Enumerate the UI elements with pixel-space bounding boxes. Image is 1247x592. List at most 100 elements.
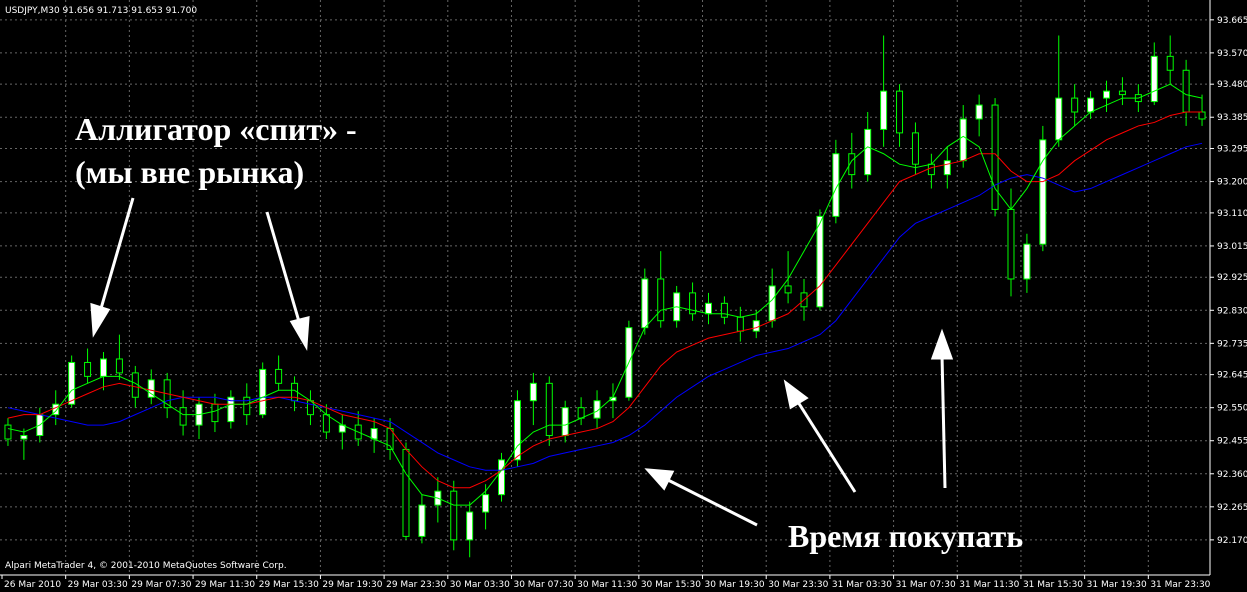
y-tick-label: 92.170 xyxy=(1217,536,1247,546)
footer: Alpari MetaTrader 4, © 2001-2010 MetaQuo… xyxy=(5,561,287,571)
x-tick-label: 29 Mar 23:30 xyxy=(386,580,446,590)
candle-body xyxy=(275,368,283,384)
x-tick-label: 29 Mar 07:30 xyxy=(131,580,191,590)
annotation: Аллигатор «спит» - xyxy=(75,111,357,147)
y-tick-label: 92.645 xyxy=(1217,371,1247,381)
candle-body xyxy=(1198,111,1206,120)
y-tick-label: 92.925 xyxy=(1217,273,1247,283)
candle-body xyxy=(1150,55,1158,103)
candle-body xyxy=(482,494,490,513)
candle-body xyxy=(1182,69,1190,113)
candle-body xyxy=(959,118,967,162)
marks xyxy=(4,35,1206,558)
y-tick-label: 93.385 xyxy=(1217,113,1247,123)
candle-body xyxy=(864,128,872,176)
y-tick-label: 92.360 xyxy=(1217,470,1247,480)
y-tick-label: 93.015 xyxy=(1217,242,1247,252)
candle-body xyxy=(418,504,426,537)
alligator-line xyxy=(7,111,1203,489)
candle-body xyxy=(1118,90,1126,96)
y-tick-label: 93.200 xyxy=(1217,178,1247,188)
candle-body xyxy=(752,320,760,332)
alligator-line xyxy=(7,142,1203,471)
candle-body xyxy=(1071,97,1079,113)
arrow xyxy=(796,401,857,493)
candle-body xyxy=(227,396,235,423)
candle-body xyxy=(68,361,76,405)
candle-body xyxy=(1166,55,1174,71)
x-tick-label: 31 Mar 03:30 xyxy=(832,580,892,590)
x-tick-label: 30 Mar 07:30 xyxy=(513,580,573,590)
y-tick-label: 93.665 xyxy=(1217,16,1247,26)
alligator-line xyxy=(7,83,1203,506)
y-tick-label: 93.110 xyxy=(1217,209,1247,219)
x-tick-label: 26 Mar 2010 xyxy=(4,580,61,590)
arrows xyxy=(90,197,954,527)
candle-body xyxy=(179,407,187,426)
arrow xyxy=(98,197,135,313)
x-tick-label: 31 Mar 11:30 xyxy=(959,580,1019,590)
candle-body xyxy=(784,285,792,294)
x-tick-label: 30 Mar 03:30 xyxy=(450,580,510,590)
x-tick-label: 30 Mar 19:30 xyxy=(705,580,765,590)
x-tick-label: 31 Mar 07:30 xyxy=(896,580,956,590)
candle-body xyxy=(513,400,521,461)
x-tick-label: 31 Mar 23:30 xyxy=(1150,580,1210,590)
candle-body xyxy=(1087,97,1095,113)
x-tick-label: 29 Mar 11:30 xyxy=(195,580,255,590)
x-tick-label: 30 Mar 15:30 xyxy=(641,580,701,590)
candle-body xyxy=(259,368,267,416)
candle-body xyxy=(975,104,983,120)
candle-body xyxy=(498,459,506,496)
candle-body xyxy=(736,316,744,332)
candle-body xyxy=(1023,243,1031,280)
arrow-head xyxy=(90,302,111,338)
candle-body xyxy=(370,428,378,440)
x-tick-label: 30 Mar 23:30 xyxy=(768,580,828,590)
candle-body xyxy=(704,302,712,315)
candle-body xyxy=(593,400,601,419)
candle-body xyxy=(561,407,569,437)
candle-body xyxy=(4,424,12,440)
candle-body xyxy=(911,132,919,165)
chart-title: USDJPY,M30 91.656 91.713 91.653 91.700 xyxy=(5,6,197,16)
x-tick-label: 31 Mar 19:30 xyxy=(1087,580,1147,590)
candle-body xyxy=(20,435,28,440)
y-tick-label: 93.570 xyxy=(1217,49,1247,59)
y-tick-label: 93.480 xyxy=(1217,80,1247,90)
candle-body xyxy=(466,511,474,541)
y-tick-label: 92.735 xyxy=(1217,339,1247,349)
candle-body xyxy=(657,278,665,322)
candle-body xyxy=(816,215,824,308)
x-tick-label: 29 Mar 15:30 xyxy=(259,580,319,590)
x-tick-label: 29 Mar 19:30 xyxy=(322,580,382,590)
arrow-head xyxy=(289,316,310,351)
y-tick-label: 92.550 xyxy=(1217,404,1247,414)
x-tick-label: 29 Mar 03:30 xyxy=(68,580,128,590)
candle-body xyxy=(991,104,999,210)
y-tick-label: 92.265 xyxy=(1217,503,1247,513)
candle-body xyxy=(943,160,951,176)
candle-body xyxy=(1007,208,1015,280)
x-tick-label: 31 Mar 15:30 xyxy=(1023,580,1083,590)
candle-body xyxy=(322,414,330,433)
arrow-head xyxy=(644,468,675,491)
candle-body xyxy=(402,448,410,537)
annotation: (мы вне рынка) xyxy=(75,154,304,190)
candle-body xyxy=(880,90,888,130)
candle-body xyxy=(450,490,458,541)
candle-body xyxy=(115,358,123,374)
candle-body xyxy=(832,153,840,217)
y-tick-label: 93.295 xyxy=(1217,145,1247,155)
candle-body xyxy=(545,382,553,437)
arrow xyxy=(265,211,302,326)
candle-body xyxy=(689,292,697,315)
arrow xyxy=(667,478,758,527)
y-tick-label: 92.830 xyxy=(1217,306,1247,316)
candle-body xyxy=(99,358,107,377)
candle-body xyxy=(529,382,537,402)
candle-body xyxy=(84,361,92,377)
annotation: Время покупать xyxy=(788,518,1023,554)
